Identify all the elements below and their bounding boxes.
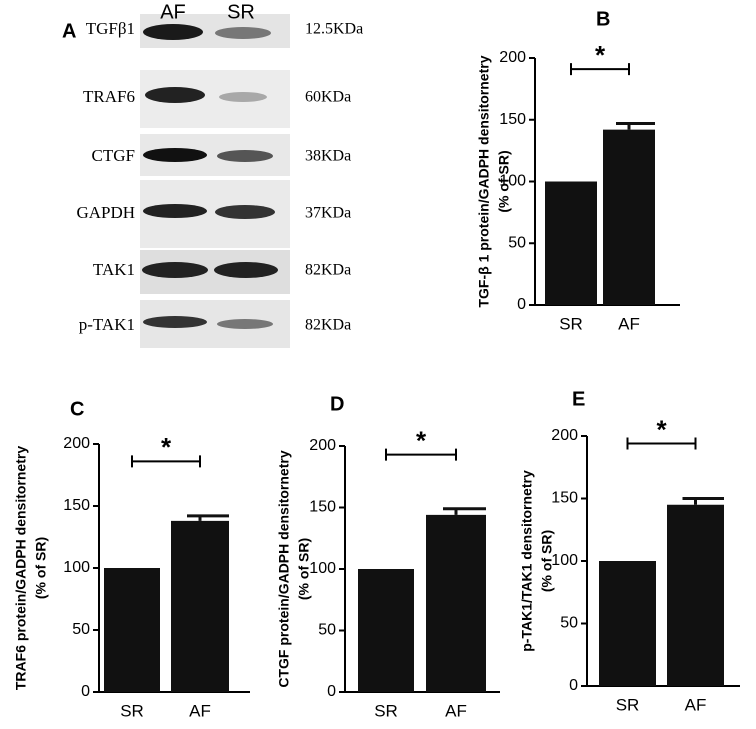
y-tick-label: 100 bbox=[499, 173, 526, 190]
bar bbox=[667, 504, 724, 686]
x-tick-label: AF bbox=[685, 695, 707, 714]
panel-label: E bbox=[572, 388, 585, 410]
y-tick-label: 200 bbox=[309, 437, 336, 454]
panel-label: A bbox=[62, 20, 76, 42]
bar bbox=[603, 129, 655, 305]
band-size: 82KDa bbox=[305, 262, 351, 279]
protein-label: p-TAK1 bbox=[79, 315, 135, 334]
y-axis-title: TRAF6 protein/GADPH densitornetry bbox=[13, 446, 29, 690]
x-tick-label: SR bbox=[559, 314, 583, 333]
protein-label: TRAF6 bbox=[83, 87, 135, 106]
x-tick-label: SR bbox=[616, 695, 640, 714]
lane-label: AF bbox=[160, 1, 186, 23]
y-tick-label: 50 bbox=[318, 622, 336, 639]
panel-label: B bbox=[596, 8, 610, 30]
y-tick-label: 150 bbox=[309, 499, 336, 516]
panel-label: C bbox=[70, 398, 84, 420]
protein-label: CTGF bbox=[92, 146, 135, 165]
y-axis-title: p-TAK1/TAK1 densitornetry bbox=[519, 470, 535, 652]
significance-bracket bbox=[570, 63, 630, 76]
y-axis-title: CTGF protein/GADPH densitornetry bbox=[276, 450, 292, 687]
x-tick-label: AF bbox=[189, 701, 211, 720]
bar bbox=[599, 561, 656, 686]
x-tick-label: SR bbox=[120, 701, 144, 720]
y-axis-title: (% of SR) bbox=[33, 537, 49, 599]
y-tick-label: 200 bbox=[499, 49, 526, 66]
significance-mark: * bbox=[595, 40, 606, 70]
y-tick-label: 200 bbox=[551, 427, 578, 444]
band-size: 60KDa bbox=[305, 89, 351, 106]
y-tick-label: 50 bbox=[560, 615, 578, 632]
error-bar bbox=[443, 507, 486, 515]
panel-label: D bbox=[330, 393, 344, 415]
band-size: 38KDa bbox=[305, 148, 351, 165]
y-tick-label: 0 bbox=[327, 683, 336, 700]
bar bbox=[358, 569, 414, 692]
y-tick-label: 150 bbox=[63, 497, 90, 514]
y-tick-label: 100 bbox=[309, 560, 336, 577]
y-tick-label: 50 bbox=[508, 234, 526, 251]
band-size: 12.5KDa bbox=[305, 21, 363, 38]
significance-bracket bbox=[131, 455, 201, 468]
blot-images bbox=[140, 14, 290, 348]
protein-label: GAPDH bbox=[76, 203, 135, 222]
bar bbox=[426, 514, 486, 692]
y-tick-label: 200 bbox=[63, 435, 90, 452]
x-tick-label: SR bbox=[374, 701, 398, 720]
bar bbox=[104, 568, 160, 692]
protein-label: TAK1 bbox=[93, 260, 135, 279]
significance-mark: * bbox=[656, 414, 667, 444]
significance-bracket bbox=[385, 448, 457, 461]
y-axis-title: (% of SR) bbox=[539, 530, 555, 592]
y-tick-label: 150 bbox=[499, 111, 526, 128]
error-bar bbox=[616, 121, 655, 130]
bar bbox=[545, 181, 597, 305]
protein-label: TGFβ1 bbox=[86, 19, 135, 38]
y-axis-title: TGF-β 1 protein/GADPH densitornetry bbox=[476, 55, 492, 307]
y-axis-title: (% of SR) bbox=[496, 150, 512, 212]
band-size: 82KDa bbox=[305, 317, 351, 334]
y-tick-label: 100 bbox=[63, 559, 90, 576]
x-tick-label: AF bbox=[618, 314, 640, 333]
significance-mark: * bbox=[416, 425, 427, 455]
y-tick-label: 0 bbox=[569, 677, 578, 694]
bar bbox=[171, 520, 229, 692]
y-tick-label: 0 bbox=[517, 296, 526, 313]
y-tick-label: 50 bbox=[72, 621, 90, 638]
band-size: 37KDa bbox=[305, 205, 351, 222]
significance-mark: * bbox=[161, 432, 172, 462]
error-bar bbox=[682, 497, 724, 505]
y-tick-label: 100 bbox=[551, 552, 578, 569]
error-bar bbox=[187, 514, 229, 521]
lane-label: SR bbox=[227, 1, 255, 23]
significance-bracket bbox=[626, 437, 697, 450]
x-tick-label: AF bbox=[445, 701, 467, 720]
y-axis-title: (% of SR) bbox=[296, 538, 312, 600]
y-tick-label: 150 bbox=[551, 490, 578, 507]
y-tick-label: 0 bbox=[81, 683, 90, 700]
